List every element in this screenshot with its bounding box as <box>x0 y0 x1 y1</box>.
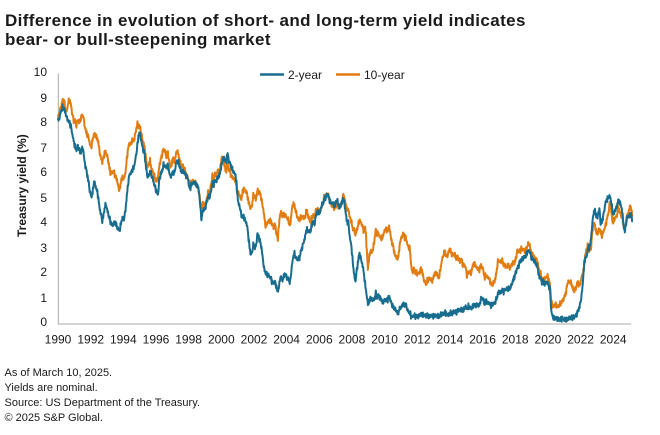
svg-text:2: 2 <box>40 265 47 279</box>
svg-text:7: 7 <box>40 141 47 155</box>
svg-text:2022: 2022 <box>567 333 594 347</box>
svg-text:10: 10 <box>34 65 48 79</box>
svg-text:10-year: 10-year <box>364 68 405 82</box>
svg-text:2018: 2018 <box>502 333 529 347</box>
svg-text:2024: 2024 <box>600 333 627 347</box>
svg-text:2012: 2012 <box>404 333 431 347</box>
svg-text:1996: 1996 <box>143 333 170 347</box>
svg-text:9: 9 <box>40 91 47 105</box>
svg-text:0: 0 <box>40 315 47 329</box>
svg-text:2006: 2006 <box>306 333 333 347</box>
svg-text:2004: 2004 <box>273 333 300 347</box>
svg-text:8: 8 <box>40 115 47 129</box>
svg-text:1992: 1992 <box>77 333 104 347</box>
svg-text:1994: 1994 <box>110 333 137 347</box>
svg-text:2016: 2016 <box>469 333 496 347</box>
svg-text:1: 1 <box>40 291 47 305</box>
svg-text:5: 5 <box>40 191 47 205</box>
svg-text:2010: 2010 <box>371 333 398 347</box>
svg-text:6: 6 <box>40 165 47 179</box>
svg-text:2008: 2008 <box>339 333 366 347</box>
svg-text:2000: 2000 <box>208 333 235 347</box>
svg-text:Treasury yield (%): Treasury yield (%) <box>15 134 29 237</box>
svg-text:3: 3 <box>40 241 47 255</box>
svg-text:1990: 1990 <box>45 333 72 347</box>
svg-text:2-year: 2-year <box>288 68 322 82</box>
svg-text:2002: 2002 <box>241 333 268 347</box>
svg-text:2020: 2020 <box>535 333 562 347</box>
svg-text:1998: 1998 <box>175 333 202 347</box>
svg-text:2014: 2014 <box>437 333 464 347</box>
svg-text:4: 4 <box>40 215 47 229</box>
